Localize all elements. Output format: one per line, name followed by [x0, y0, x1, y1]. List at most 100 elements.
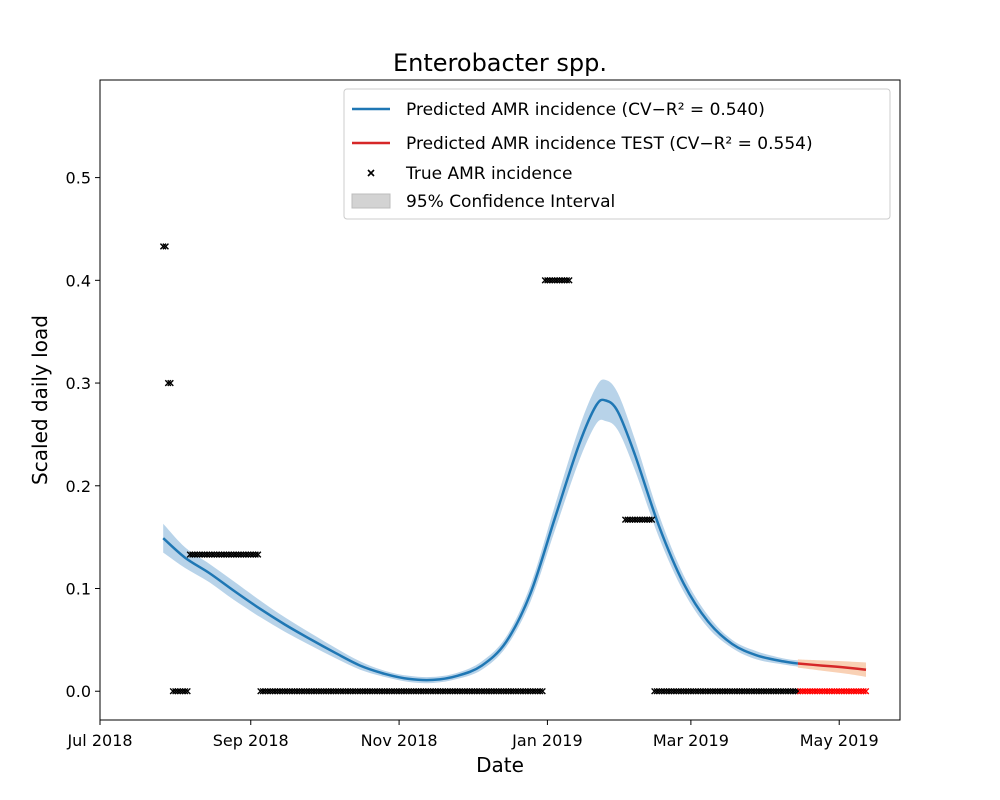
true-point [327, 687, 335, 695]
true-point [784, 687, 792, 695]
true-point [770, 687, 777, 695]
true-point [719, 687, 726, 695]
true-point [779, 687, 787, 695]
legend-label-2: True AMR incidence [405, 164, 572, 184]
true-point [359, 687, 366, 695]
true-point [648, 516, 656, 523]
true-point [476, 687, 483, 695]
true-point [692, 687, 700, 695]
true-point [809, 687, 816, 695]
true-point [651, 687, 658, 695]
true-point [636, 516, 644, 523]
true-point [685, 687, 692, 695]
true-point [724, 687, 731, 695]
true-point [283, 687, 291, 695]
true-point [296, 687, 303, 695]
true-point [826, 687, 833, 695]
true-point [286, 687, 293, 695]
true-point [461, 687, 469, 695]
true-point [247, 551, 255, 558]
y-tick-label: 0.1 [66, 580, 91, 599]
true-point [454, 687, 461, 695]
x-tick-label: Jan 2019 [511, 731, 582, 750]
true-point [831, 687, 838, 695]
chart-title: Enterobacter spp. [393, 49, 607, 77]
x-tick-label: Nov 2018 [361, 731, 438, 750]
true-point [823, 687, 831, 695]
y-tick-label: 0.5 [66, 169, 91, 188]
true-point [704, 687, 712, 695]
true-point [288, 687, 296, 695]
true-point [500, 687, 507, 695]
true-point [551, 277, 559, 284]
true-point [641, 516, 648, 523]
true-point [388, 687, 396, 695]
true-point [468, 687, 476, 695]
true-point [512, 687, 520, 695]
true-point [629, 516, 636, 523]
true-point [731, 687, 738, 695]
true-point [852, 687, 860, 695]
true-point [556, 277, 563, 284]
true-point [524, 687, 532, 695]
x-axis: Jul 2018 Sep 2018 Nov 2018 Jan 2019 Mar 2019… [66, 720, 879, 750]
true-point [203, 551, 211, 558]
true-point [264, 687, 272, 695]
true-point [352, 687, 359, 695]
true-point [225, 551, 233, 558]
true-point [417, 687, 425, 695]
true-point [432, 687, 439, 695]
true-point [833, 687, 841, 695]
x-tick-label: May 2019 [800, 731, 879, 750]
true-point [186, 551, 194, 558]
true-point [378, 687, 386, 695]
legend-label-3: 95% Confidence Interval [406, 192, 615, 212]
true-point [850, 687, 858, 695]
true-point [393, 687, 400, 695]
y-tick-label: 0.4 [66, 271, 91, 290]
true-point [527, 687, 534, 695]
true-point [789, 687, 797, 695]
true-point [422, 687, 430, 695]
true-point [424, 687, 432, 695]
legend: Predicted AMR incidence (CV−R² = 0.540) P… [343, 88, 891, 220]
x-axis-label: Date [476, 753, 524, 777]
true-point [505, 687, 512, 695]
true-point [179, 687, 186, 695]
true-point [305, 687, 313, 695]
true-point [534, 687, 541, 695]
true-point [439, 687, 447, 695]
true-point [857, 687, 865, 695]
true-point [862, 687, 870, 695]
true-point [181, 687, 189, 695]
true-point [300, 687, 308, 695]
true-point [269, 687, 276, 695]
true-point [699, 687, 707, 695]
true-point [531, 687, 539, 695]
y-axis-label: Scaled daily load [28, 315, 52, 485]
true-point [561, 277, 568, 284]
true-point [356, 687, 364, 695]
true-point [415, 687, 422, 695]
true-point [745, 687, 753, 695]
true-point [748, 687, 755, 695]
true-point [799, 687, 807, 695]
true-point [626, 516, 634, 523]
true-point [478, 687, 486, 695]
true-point [429, 687, 437, 695]
true-point [733, 687, 741, 695]
true-point [369, 687, 376, 695]
true-point [291, 687, 298, 695]
true-point [281, 687, 289, 695]
true-point [782, 687, 790, 695]
legend-patch-3 [351, 193, 391, 209]
true-point [473, 687, 481, 695]
true-point [427, 687, 434, 695]
true-point [840, 687, 848, 695]
true-point [366, 687, 374, 695]
true-point [249, 551, 257, 558]
true-point [271, 687, 279, 695]
true-point [407, 687, 415, 695]
true-point [638, 516, 646, 523]
